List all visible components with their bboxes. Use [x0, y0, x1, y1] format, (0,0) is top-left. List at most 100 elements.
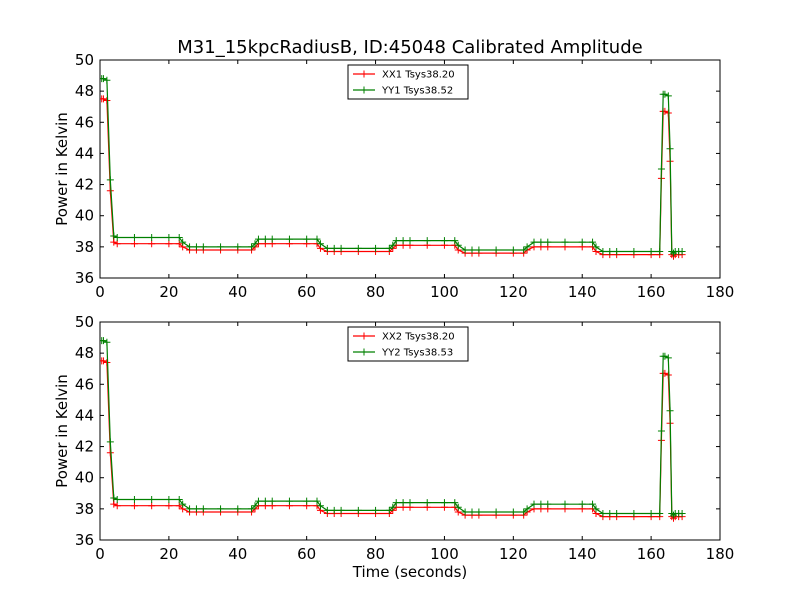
data-point: [656, 248, 664, 256]
data-point: [316, 502, 324, 510]
data-point: [389, 241, 397, 249]
series-yy: [100, 337, 686, 519]
data-point: [613, 510, 621, 518]
data-point: [578, 500, 586, 508]
y-tick-label: 46: [75, 375, 94, 393]
x-tick-label: 120: [499, 545, 528, 563]
data-point: [110, 500, 118, 508]
data-point: [468, 246, 476, 254]
data-point: [100, 337, 107, 345]
data-point: [492, 246, 500, 254]
y-tick-label: 44: [75, 406, 94, 424]
top-panel: 0 20 40 60 80 100 120 140 160 180 36 38 40 42 44 46 48 50…: [53, 51, 734, 301]
data-point: [385, 244, 393, 252]
legend-box: [347, 64, 469, 100]
legend: XX2 Tsys38.20 YY2 Tsys38.53: [347, 326, 469, 362]
data-point: [606, 248, 614, 256]
data-point: [100, 95, 107, 103]
data-point: [199, 505, 207, 513]
data-point: [385, 506, 393, 514]
data-point: [113, 240, 121, 248]
data-point: [251, 502, 259, 510]
data-point: [113, 496, 121, 504]
data-point: [468, 508, 476, 516]
legend-marker: [360, 332, 368, 340]
y-tick-label: 50: [75, 51, 94, 69]
data-point: [592, 505, 600, 513]
data-point: [661, 90, 669, 98]
data-point: [165, 502, 173, 510]
x-tick-label: 20: [159, 283, 178, 301]
x-tick-label: 60: [297, 545, 316, 563]
data-point: [130, 240, 138, 248]
data-point: [186, 505, 194, 513]
x-tick-label: 120: [499, 283, 528, 301]
data-point: [389, 503, 397, 511]
x-tick-label: 180: [706, 283, 735, 301]
data-point: [103, 338, 111, 346]
y-tick-label: 40: [75, 469, 94, 487]
y-tick-label: 38: [75, 238, 94, 256]
data-point: [130, 496, 138, 504]
data-point: [234, 505, 242, 513]
legend-box: [347, 326, 469, 362]
data-point: [461, 246, 469, 254]
data-point: [613, 248, 621, 256]
data-point: [316, 240, 324, 248]
data-point: [337, 244, 345, 252]
data-point: [103, 358, 111, 366]
data-point: [175, 240, 183, 248]
y-tick-label: 36: [75, 531, 94, 549]
data-point: [666, 407, 674, 415]
data-point: [354, 506, 362, 514]
data-point: [106, 438, 114, 446]
data-point: [523, 505, 531, 513]
y-tick-label: 48: [75, 82, 94, 100]
data-point: [254, 235, 262, 243]
data-point: [103, 96, 111, 104]
y-tick-label: 42: [75, 176, 94, 194]
data-point: [666, 145, 674, 153]
data-point: [423, 237, 431, 245]
data-point: [647, 510, 655, 518]
data-point: [423, 499, 431, 507]
data-point: [492, 508, 500, 516]
data-point: [475, 246, 483, 254]
data-point: [323, 506, 331, 514]
legend-label: XX2 Tsys38.20: [382, 332, 455, 343]
data-point: [165, 496, 173, 504]
data-point: [110, 238, 118, 246]
data-point: [561, 500, 569, 508]
data-point: [148, 502, 156, 510]
data-point: [599, 510, 607, 518]
data-point: [530, 500, 538, 508]
y-tick-label: 50: [75, 313, 94, 331]
data-point: [656, 510, 664, 518]
data-point: [599, 248, 607, 256]
figure-title: M31_15kpcRadiusB, ID:45048 Calibrated Am…: [177, 37, 642, 58]
data-point: [678, 248, 686, 256]
data-point: [303, 235, 311, 243]
data-point: [313, 235, 321, 243]
x-tick-label: 0: [95, 283, 105, 301]
data-point: [165, 234, 173, 242]
data-point: [251, 240, 259, 248]
x-tick-label: 40: [228, 283, 247, 301]
x-axis-label: Time (seconds): [352, 563, 468, 581]
data-point: [440, 499, 448, 507]
series-yy: [100, 75, 686, 257]
data-point: [399, 237, 407, 245]
data-point: [657, 427, 665, 435]
data-point: [130, 234, 138, 242]
data-point: [313, 497, 321, 505]
data-point: [451, 237, 459, 245]
data-point: [530, 238, 538, 246]
y-tick-label: 42: [75, 438, 94, 456]
data-point: [192, 243, 200, 251]
data-point: [285, 497, 293, 505]
data-point: [657, 165, 665, 173]
data-point: [392, 499, 400, 507]
data-point: [330, 506, 338, 514]
data-point: [372, 506, 380, 514]
